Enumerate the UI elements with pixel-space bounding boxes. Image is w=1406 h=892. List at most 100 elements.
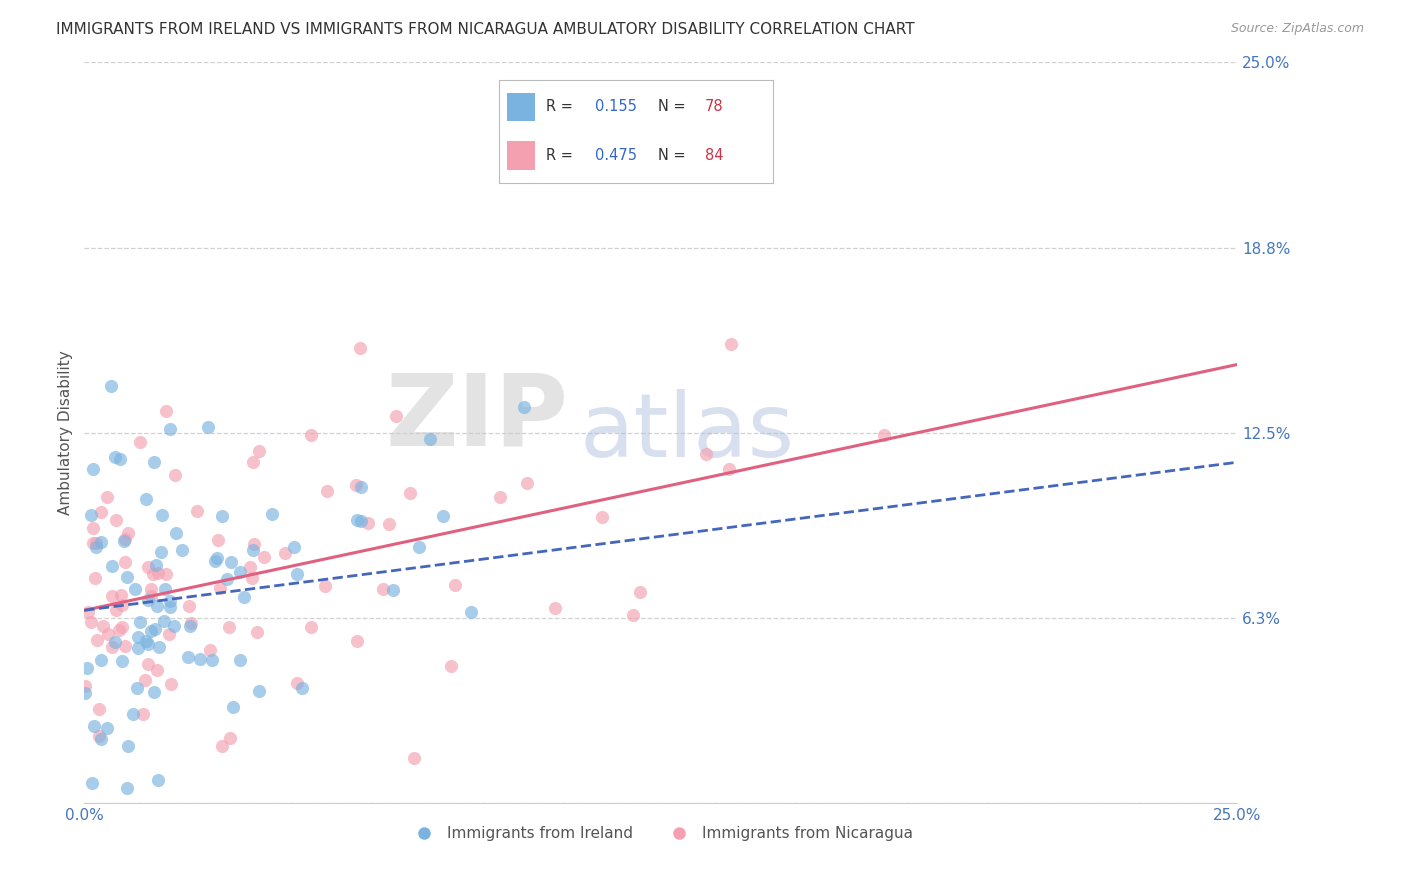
Point [350, 480, 373, 494]
Point [207, 533, 229, 547]
Point [591, 509, 613, 524]
Text: N =: N = [658, 148, 690, 162]
Point [242, 543, 264, 558]
Point [513, 401, 536, 415]
Bar [508, 93, 534, 121]
Point [695, 447, 717, 461]
Point [114, 639, 136, 653]
Point [136, 593, 159, 607]
Point [124, 582, 146, 596]
Point [134, 673, 156, 687]
Point [314, 579, 336, 593]
Point [160, 676, 183, 690]
Point [101, 640, 124, 655]
Point [285, 675, 308, 690]
Bar [508, 141, 534, 169]
Point [247, 443, 270, 458]
Point [165, 526, 187, 541]
Text: ZIP: ZIP [385, 369, 568, 467]
Point [114, 533, 136, 547]
Point [159, 599, 181, 614]
Point [432, 509, 454, 524]
Y-axis label: Ambulatory Disability: Ambulatory Disability [58, 351, 73, 515]
Point [543, 600, 565, 615]
Point [402, 750, 425, 764]
Point [211, 509, 233, 524]
Point [110, 588, 132, 602]
Point [148, 566, 170, 580]
Point [115, 780, 138, 795]
Point [128, 615, 150, 629]
Point [87, 729, 110, 743]
Point [103, 450, 125, 464]
Point [299, 620, 322, 634]
Point [90, 505, 112, 519]
Legend: Immigrants from Ireland, Immigrants from Nicaragua: Immigrants from Ireland, Immigrants from… [402, 820, 920, 847]
Point [117, 525, 139, 540]
Point [346, 478, 368, 492]
Point [148, 640, 170, 654]
Point [153, 614, 176, 628]
Point [172, 543, 194, 558]
Point [100, 379, 122, 393]
Point [80, 615, 103, 630]
Point [150, 508, 173, 523]
Point [717, 462, 740, 476]
Point [460, 605, 482, 619]
Point [136, 657, 159, 671]
Point [219, 731, 242, 746]
Point [243, 537, 266, 551]
Point [350, 514, 373, 528]
Point [155, 404, 177, 418]
Point [159, 593, 181, 607]
Point [274, 546, 297, 560]
Point [190, 652, 212, 666]
Point [101, 559, 124, 574]
Text: 0.155: 0.155 [595, 99, 637, 114]
Point [444, 578, 467, 592]
Text: 84: 84 [704, 148, 723, 162]
Point [76, 661, 98, 675]
Point [229, 653, 252, 667]
Point [221, 699, 243, 714]
Point [283, 540, 305, 554]
Point [82, 776, 104, 790]
Point [91, 619, 114, 633]
Point [381, 582, 404, 597]
Point [127, 630, 149, 644]
Point [122, 706, 145, 721]
Point [82, 461, 104, 475]
Point [96, 490, 118, 504]
Point [628, 584, 651, 599]
Point [110, 451, 132, 466]
Point [87, 702, 110, 716]
Point [108, 623, 131, 637]
Point [346, 633, 368, 648]
Point [204, 554, 226, 568]
Point [242, 455, 264, 469]
Point [111, 598, 134, 612]
Point [143, 623, 166, 637]
Point [516, 475, 538, 490]
Point [229, 566, 252, 580]
Text: R =: R = [546, 99, 578, 114]
Point [104, 602, 127, 616]
Point [139, 624, 162, 639]
Point [82, 536, 104, 550]
Text: Source: ZipAtlas.com: Source: ZipAtlas.com [1230, 22, 1364, 36]
Point [84, 540, 107, 554]
Point [127, 641, 149, 656]
Point [262, 508, 284, 522]
Point [97, 626, 120, 640]
Point [75, 679, 97, 693]
Point [186, 503, 208, 517]
Point [157, 627, 180, 641]
Text: R =: R = [546, 148, 578, 162]
Point [135, 633, 157, 648]
Point [246, 624, 269, 639]
Point [135, 492, 157, 507]
Point [165, 467, 187, 482]
Point [349, 341, 371, 355]
Point [155, 567, 177, 582]
Point [873, 428, 896, 442]
